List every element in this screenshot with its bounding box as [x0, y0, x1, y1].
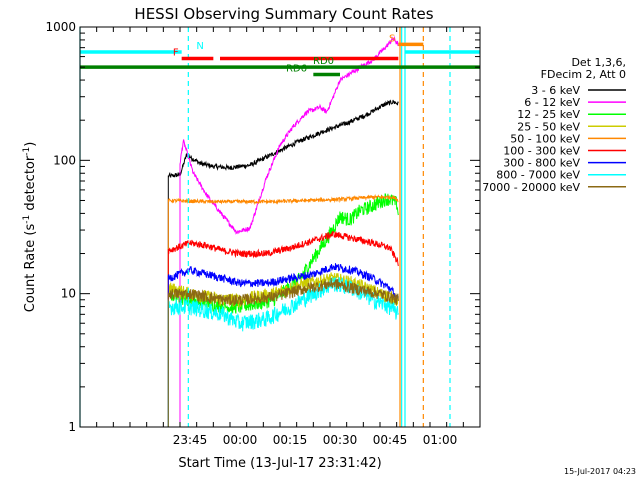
flag-label-rd6: RD6 [286, 64, 307, 75]
y-axis-label-exponent-2: -1 [22, 147, 32, 156]
y-tick-label-1000: 1000 [45, 20, 76, 34]
legend-header-line-2: FDecim 2, Att 0 [541, 68, 626, 81]
series-line-50-100-kev [167, 193, 399, 427]
flag-label-s: S [389, 33, 395, 44]
series-line-3-6-kev [167, 99, 399, 427]
overlay-layer: N F S RD0 RD6 [79, 27, 480, 427]
series-line-6-12-kev [179, 35, 399, 427]
flag-label-n: N [196, 41, 203, 52]
legend-label-300-800-kev: 300 - 800 keV [503, 157, 580, 170]
y-axis-label-exponent: -1 [22, 215, 32, 224]
legend-label-3-6-kev: 3 - 6 keV [531, 84, 580, 97]
flag-label-f: F [173, 48, 179, 59]
series-line-7000-20000-kev [167, 277, 399, 427]
legend-label-12-25-kev: 12 - 25 keV [517, 108, 580, 121]
y-axis-label-main: Count Rate (s [23, 224, 38, 313]
series-layer [167, 35, 399, 427]
y-axis-label-detector: detector [23, 155, 38, 215]
plot-frame [79, 26, 481, 428]
legend-label-7000-20000-kev: 7000 - 20000 keV [482, 181, 580, 194]
legend-label-50-100-kev: 50 - 100 keV [510, 132, 580, 145]
x-axis-label: Start Time (13-Jul-17 23:31:42) [178, 456, 381, 471]
x-tick-label-00-45: 00:45 [373, 433, 408, 447]
y-axis-label: Count Rate (s-1 detector-1) [22, 142, 38, 313]
chart-title: HESSI Observing Summary Count Rates [134, 5, 433, 23]
series-line-100-300-kev [167, 231, 399, 427]
legend-header-line-1: Det 1,3,6, [571, 56, 626, 69]
flag-label-rd0: RD0 [313, 56, 334, 67]
legend-label-25-50-kev: 25 - 50 keV [517, 120, 580, 133]
tick-layer: 1 10 100 1000 23:45 00:00 00:15 00:30 00:45 01:00 [45, 20, 481, 447]
y-axis-label-close: ) [23, 142, 38, 147]
x-tick-label-00-00: 00:00 [223, 433, 258, 447]
x-tick-label-00-30: 00:30 [323, 433, 358, 447]
legend-label-6-12-kev: 6 - 12 keV [524, 96, 580, 109]
y-tick-label-100: 100 [53, 153, 76, 167]
y-tick-label-1: 1 [68, 420, 76, 434]
x-tick-label-00-15: 00:15 [273, 433, 308, 447]
x-tick-label-01-00: 01:00 [423, 433, 458, 447]
legend-label-100-300-kev: 100 - 300 keV [503, 145, 580, 158]
series-line-300-800-kev [167, 263, 399, 427]
legend-label-800-7000-kev: 800 - 7000 keV [496, 169, 580, 182]
x-tick-label-23-45: 23:45 [173, 433, 208, 447]
footer-timestamp: 15-Jul-2017 04:23 [564, 467, 636, 476]
y-tick-label-10: 10 [61, 287, 76, 301]
